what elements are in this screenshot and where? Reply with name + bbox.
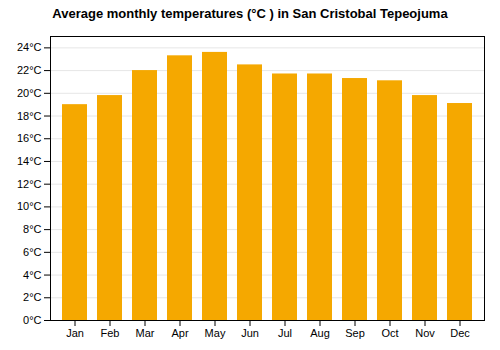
svg-text:Sep: Sep [345,327,365,339]
svg-text:Feb: Feb [101,327,120,339]
svg-text:Jul: Jul [278,327,292,339]
svg-text:May: May [205,327,226,339]
svg-text:Jan: Jan [66,327,84,339]
svg-text:2°C: 2°C [23,291,42,303]
svg-text:Oct: Oct [381,327,398,339]
svg-text:20°C: 20°C [17,87,42,99]
svg-text:Mar: Mar [136,327,155,339]
svg-text:Aug: Aug [310,327,330,339]
svg-text:0°C: 0°C [23,314,42,326]
svg-text:16°C: 16°C [17,132,42,144]
svg-text:14°C: 14°C [17,155,42,167]
svg-text:6°C: 6°C [23,246,42,258]
svg-text:4°C: 4°C [23,269,42,281]
svg-text:18°C: 18°C [17,110,42,122]
svg-text:Jun: Jun [241,327,259,339]
svg-text:Nov: Nov [415,327,435,339]
svg-text:22°C: 22°C [17,64,42,76]
svg-text:Apr: Apr [171,327,188,339]
html-text:Average monthly temperatures (: Average monthly temperatures (°C ) in Sa… [52,6,448,21]
svg-text:8°C: 8°C [23,223,42,235]
svg-text:12°C: 12°C [17,178,42,190]
svg-text:Dec: Dec [450,327,470,339]
svg-text:10°C: 10°C [17,200,42,212]
svg-text:24°C: 24°C [17,41,42,53]
